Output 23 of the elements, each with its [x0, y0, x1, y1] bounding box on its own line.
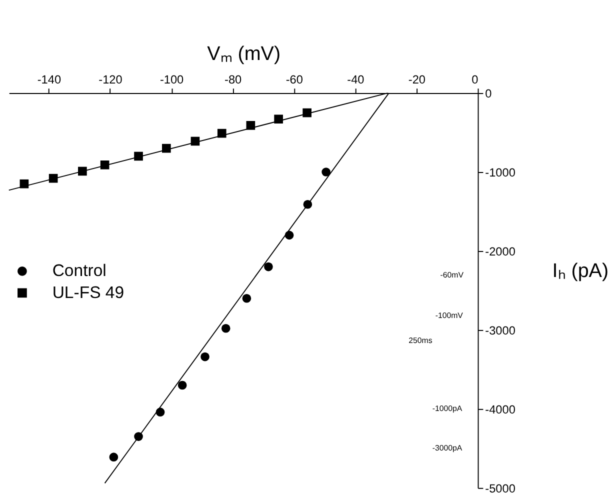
annotation: -1000pA — [432, 404, 463, 413]
x-tick-label: 0 — [472, 72, 479, 87]
x-tick-label: -40 — [347, 72, 365, 87]
x-tick-label: -120 — [98, 72, 123, 87]
x-tick-label: -60 — [286, 72, 304, 87]
annotation: 250ms — [408, 336, 432, 345]
annotation: -3000pA — [432, 443, 463, 452]
x-axis-title: Vₘ (mV) — [207, 42, 281, 65]
y-tick-label: 0 — [485, 86, 492, 100]
y-tick-label: -1000 — [485, 165, 516, 180]
y-tick-label: -5000 — [485, 481, 516, 496]
y-tick-label: -4000 — [485, 402, 516, 416]
x-tick-label: -100 — [160, 72, 184, 87]
x-tick-label: -140 — [37, 72, 62, 87]
annotation: -100mV — [435, 311, 464, 320]
annotation: -60mV — [440, 270, 464, 280]
y-axis-title: Iₕ (pA) — [552, 260, 609, 282]
y-tick-label: -3000 — [485, 323, 516, 338]
legend-label: UL-FS 49 — [52, 282, 124, 302]
legend-label: Control — [52, 261, 106, 280]
x-tick-label: -80 — [224, 72, 242, 87]
y-tick-label: -2000 — [485, 244, 516, 258]
x-tick-label: -20 — [408, 72, 426, 87]
